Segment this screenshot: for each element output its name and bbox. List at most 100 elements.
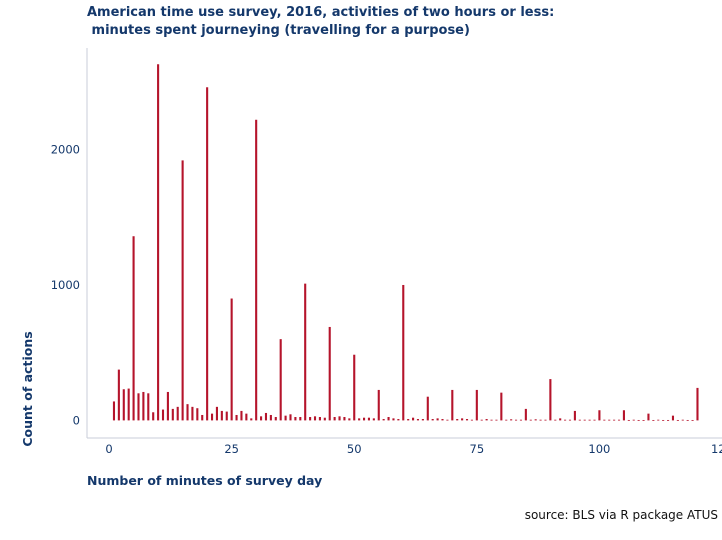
bar [225, 411, 228, 421]
bar [260, 416, 263, 421]
bar [534, 419, 537, 421]
bar [382, 419, 385, 421]
bar [627, 419, 630, 421]
bar [318, 417, 321, 421]
bar [485, 419, 488, 421]
bar [191, 406, 194, 421]
y-tick-label: 0 [73, 413, 80, 427]
bar [583, 419, 586, 421]
bar [245, 413, 248, 421]
bar [142, 391, 145, 421]
bar [426, 396, 429, 421]
bar [696, 387, 699, 421]
bar [152, 412, 155, 421]
bar [230, 298, 233, 421]
bar [441, 419, 444, 421]
bar [470, 419, 473, 421]
x-tick-labels: 0 25 50 75 100 125 [105, 442, 722, 456]
bar [515, 419, 518, 421]
bar [328, 326, 331, 421]
bar [255, 119, 258, 421]
bar [161, 409, 165, 421]
bar [206, 87, 209, 421]
bar [691, 419, 694, 421]
bar [475, 389, 478, 421]
bar [578, 419, 581, 421]
bar [348, 418, 351, 421]
bar [671, 415, 675, 421]
x-tick-label: 100 [588, 442, 610, 456]
bar [186, 404, 189, 421]
bar [593, 419, 596, 421]
bar [372, 418, 375, 421]
bar [588, 419, 591, 421]
bar [573, 410, 576, 421]
y-axis-title: Count of actions [20, 331, 35, 446]
bar [279, 339, 282, 421]
x-axis-title: Number of minutes of survey day [87, 473, 322, 488]
bar [387, 417, 390, 421]
bar [549, 379, 552, 421]
bar [166, 391, 169, 421]
x-tick-label: 50 [347, 442, 362, 456]
bar [421, 419, 424, 421]
bar [392, 418, 395, 421]
bar [309, 417, 312, 421]
bar [524, 408, 527, 421]
bar [299, 417, 302, 421]
bar [622, 410, 625, 421]
bar [323, 417, 326, 421]
bar [196, 408, 199, 421]
bar [456, 419, 459, 421]
bar [510, 419, 513, 421]
bar [519, 419, 523, 421]
bar [676, 419, 679, 421]
bar [201, 414, 204, 421]
x-tick-label: 0 [105, 442, 112, 456]
bar [554, 419, 557, 421]
bar [397, 419, 400, 421]
bar [480, 419, 483, 421]
bar [264, 412, 268, 421]
bar [343, 417, 346, 421]
bar [181, 160, 184, 421]
bar [313, 416, 317, 421]
bar [132, 236, 135, 421]
bar [284, 415, 287, 421]
bar [294, 417, 297, 421]
bar [617, 419, 621, 421]
bar [220, 410, 223, 421]
bar [667, 419, 670, 421]
bar [250, 418, 253, 421]
bar [681, 419, 684, 421]
bar [358, 418, 361, 421]
bars-group [112, 64, 699, 421]
bar [465, 419, 469, 421]
bar [157, 64, 160, 421]
bar [642, 419, 645, 421]
bar [240, 410, 243, 421]
bar [529, 419, 532, 421]
bar [613, 419, 616, 421]
bar [436, 418, 439, 421]
source-label: source: BLS via R package ATUS [525, 508, 718, 522]
x-tick-label: 125 [711, 442, 722, 456]
bar [490, 419, 493, 421]
bar [647, 413, 650, 421]
bar [407, 419, 410, 421]
bar [539, 419, 542, 421]
bar [289, 414, 292, 421]
bar [412, 417, 415, 421]
bar [431, 419, 434, 421]
bar [402, 284, 405, 421]
bar [686, 419, 689, 421]
bar [495, 419, 498, 421]
bar [235, 414, 238, 421]
bar [416, 419, 420, 421]
bar [603, 419, 606, 421]
bar [353, 354, 356, 421]
bar [147, 393, 150, 421]
bar [117, 369, 120, 421]
bar [269, 414, 272, 421]
